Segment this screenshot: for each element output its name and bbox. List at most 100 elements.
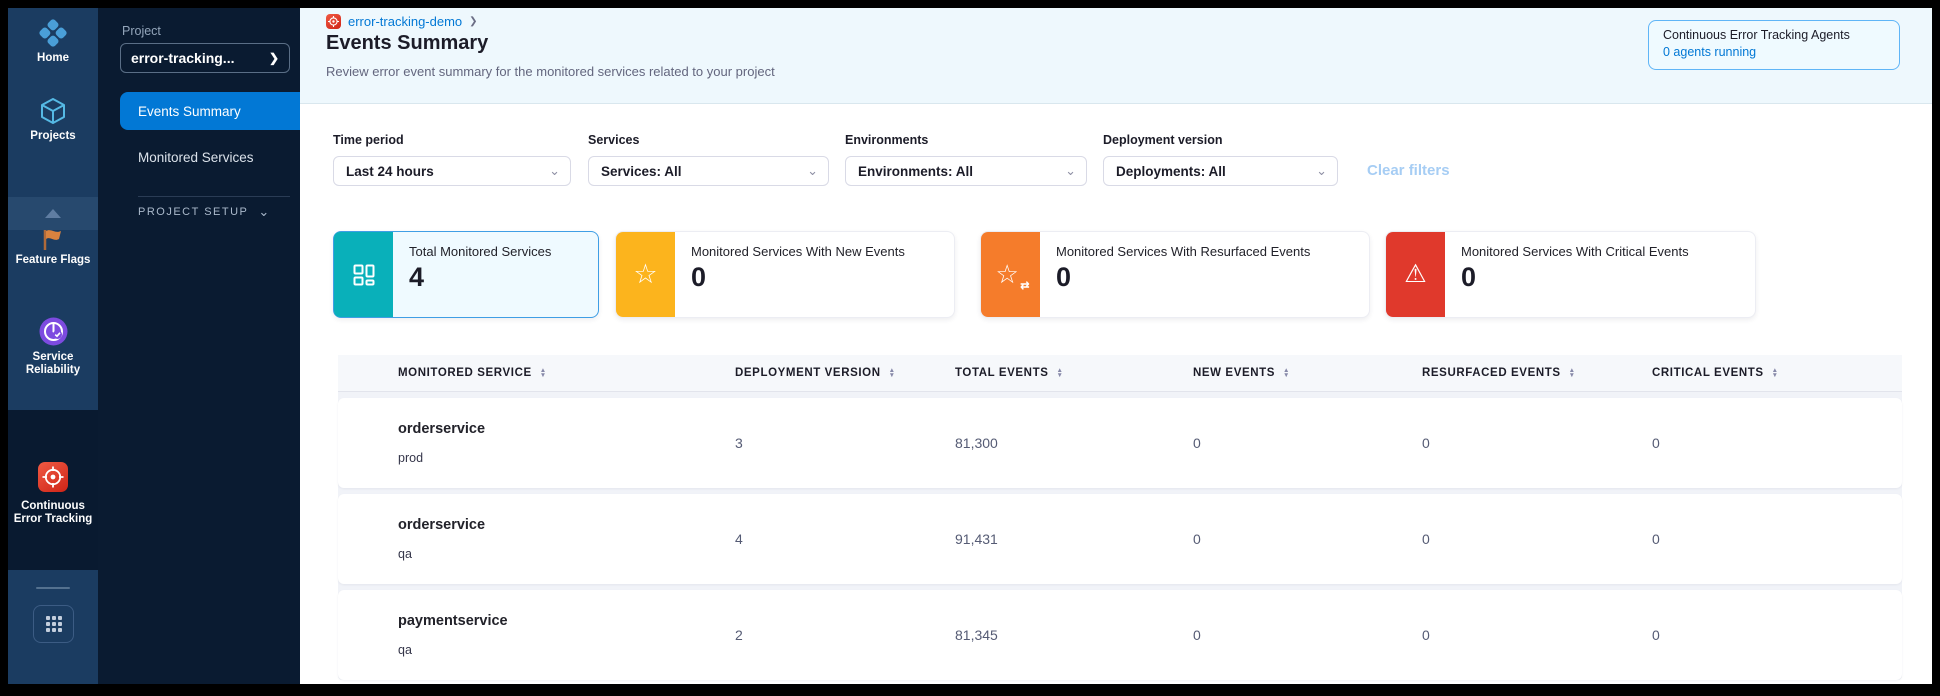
filter-label-time-period: Time period	[333, 133, 404, 147]
sort-icon: ▲ ▼	[539, 367, 547, 379]
service-environment: qa	[398, 643, 412, 657]
sidebar-item-label: Projects	[30, 130, 76, 142]
column-header-monitored-service[interactable]: Monitored Service ▲ ▼	[338, 367, 735, 379]
filter-label-environments: Environments	[845, 133, 929, 147]
sidebar-item-feature-flags[interactable]: Feature Flags	[8, 230, 98, 267]
service-name: orderservice	[398, 517, 486, 533]
column-header-deployment-version[interactable]: Deployment Version ▲ ▼	[735, 367, 955, 379]
chevron-right-icon: ❯	[469, 16, 478, 27]
projects-icon	[41, 98, 65, 124]
sidebar-item-projects[interactable]: Projects	[8, 96, 98, 143]
deployments-select[interactable]: Deployments: All ⌄	[1103, 156, 1338, 186]
page-title: Events Summary	[326, 32, 489, 54]
sidebar-scroll-up[interactable]	[8, 197, 98, 230]
card-label: Monitored Services With Resurfaced Event…	[1056, 244, 1311, 259]
environments-select[interactable]: Environments: All ⌄	[845, 156, 1087, 186]
module-grid-button[interactable]	[33, 605, 74, 643]
deployment-version-value: 2	[735, 627, 743, 643]
service-name: paymentservice	[398, 613, 508, 629]
scroll-up-icon	[45, 209, 61, 218]
agents-running-link[interactable]: 0 agents running	[1663, 45, 1757, 59]
card-critical-events[interactable]: ⚠ Monitored Services With Critical Event…	[1385, 231, 1756, 318]
critical-events-value: 0	[1652, 435, 1660, 451]
warning-triangle-icon: ⚠	[1404, 260, 1427, 288]
sidebar-item-label: Error Tracking	[13, 513, 93, 525]
filter-label-services: Services	[588, 133, 640, 147]
sort-icon: ▲ ▼	[1056, 367, 1064, 379]
card-label: Total Monitored Services	[409, 244, 552, 259]
column-header-resurfaced-events[interactable]: Resurfaced Events ▲ ▼	[1422, 367, 1652, 379]
environments-value: Environments: All	[858, 163, 974, 179]
card-icon-block	[334, 232, 393, 317]
chevron-down-icon: ⌄	[258, 204, 271, 219]
breadcrumb: error-tracking-demo ❯	[326, 14, 478, 29]
services-grid-icon	[353, 264, 374, 285]
main-content: error-tracking-demo ❯ Events Summary Rev…	[300, 8, 1932, 684]
table-row[interactable]: orderservice qa 4 91,431 0 0 0	[338, 494, 1902, 584]
time-period-select[interactable]: Last 24 hours ⌄	[333, 156, 571, 186]
project-label: Project	[122, 24, 161, 38]
column-label: New Events	[1193, 367, 1276, 379]
sidebar-item-label: Feature Flags	[15, 254, 91, 266]
chevron-down-icon: ⌄	[1316, 163, 1327, 178]
sort-icon: ▲ ▼	[888, 367, 896, 379]
service-reliability-icon	[39, 317, 67, 346]
project-setup-section[interactable]: PROJECT SETUP ⌄	[138, 204, 290, 220]
resurfaced-events-value: 0	[1422, 435, 1430, 451]
service-name: orderservice	[398, 421, 486, 437]
error-tracking-mini-icon	[326, 14, 341, 29]
home-icon	[39, 19, 67, 47]
agents-box-title: Continuous Error Tracking Agents	[1663, 28, 1850, 42]
card-new-events[interactable]: ☆ Monitored Services With New Events 0	[615, 231, 955, 318]
subnav-divider	[138, 196, 290, 197]
column-label: Deployment Version	[735, 367, 881, 379]
sidebar-item-home[interactable]: Home	[8, 18, 98, 65]
resurfaced-star-icon: ☆ ⇄	[995, 258, 1030, 292]
sidebar-footer	[8, 570, 98, 684]
column-label: Resurfaced Events	[1422, 367, 1561, 379]
sidebar-divider	[36, 587, 70, 589]
critical-events-value: 0	[1652, 531, 1660, 547]
column-header-critical-events[interactable]: Critical Events ▲ ▼	[1652, 367, 1902, 379]
resurfaced-events-value: 0	[1422, 531, 1430, 547]
card-total-monitored-services[interactable]: Total Monitored Services 4	[333, 231, 599, 318]
column-label: Critical Events	[1652, 367, 1764, 379]
column-label: Monitored Service	[398, 367, 532, 379]
section-label: PROJECT SETUP	[138, 206, 249, 218]
module-sidebar: Home Projects Feature Flags	[8, 8, 98, 684]
table-row[interactable]: orderservice prod 3 81,300 0 0 0	[338, 398, 1902, 488]
project-nav-panel: Project error-tracking... ❯ Events Summa…	[98, 8, 300, 684]
chevron-down-icon: ⌄	[549, 163, 560, 178]
nav-item-label: Monitored Services	[138, 149, 254, 165]
card-resurfaced-events[interactable]: ☆ ⇄ Monitored Services With Resurfaced Ev…	[980, 231, 1370, 318]
sidebar-item-continuous-error-tracking[interactable]: Continuous Error Tracking	[8, 462, 98, 526]
chevron-down-icon: ⌄	[1065, 163, 1076, 178]
sidebar-item-service-reliability[interactable]: Service Reliability	[8, 316, 98, 377]
card-value: 0	[691, 262, 707, 292]
page-header: error-tracking-demo ❯ Events Summary Rev…	[300, 8, 1932, 104]
project-selector[interactable]: error-tracking... ❯	[120, 43, 290, 73]
continuous-error-tracking-icon	[38, 462, 68, 492]
column-label: Total Events	[955, 367, 1049, 379]
nav-item-monitored-services[interactable]: Monitored Services	[120, 138, 300, 176]
sidebar-item-label: Home	[37, 52, 69, 64]
sort-icon: ▲ ▼	[1283, 367, 1291, 379]
filter-label-deployment-version: Deployment version	[1103, 133, 1223, 147]
column-header-new-events[interactable]: New Events ▲ ▼	[1193, 367, 1422, 379]
sidebar-item-label: Reliability	[25, 364, 81, 376]
chevron-down-icon: ⌄	[807, 163, 818, 178]
sidebar-item-label: Continuous	[21, 500, 85, 512]
table-row[interactable]: paymentservice qa 2 81,345 0 0 0	[338, 590, 1902, 680]
agents-status-box[interactable]: Continuous Error Tracking Agents 0 agent…	[1648, 20, 1900, 70]
star-icon: ☆	[633, 259, 658, 289]
project-selector-value: error-tracking...	[131, 50, 235, 66]
nav-item-events-summary[interactable]: Events Summary	[120, 92, 300, 130]
clear-filters-button[interactable]: Clear filters	[1367, 162, 1450, 179]
column-header-total-events[interactable]: Total Events ▲ ▼	[955, 367, 1193, 379]
deployments-value: Deployments: All	[1116, 163, 1226, 179]
services-select[interactable]: Services: All ⌄	[588, 156, 829, 186]
events-table: Monitored Service ▲ ▼ Deployment Version …	[338, 355, 1902, 680]
breadcrumb-link[interactable]: error-tracking-demo	[348, 14, 463, 29]
new-events-value: 0	[1193, 627, 1201, 643]
table-header-row: Monitored Service ▲ ▼ Deployment Version …	[338, 355, 1902, 392]
